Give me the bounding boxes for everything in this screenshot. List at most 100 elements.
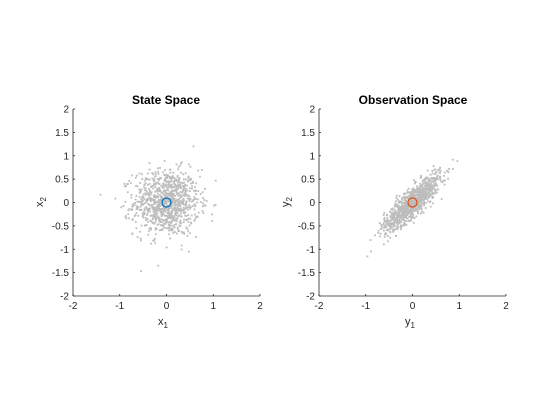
scatter-point: [188, 224, 191, 227]
scatter-point: [154, 221, 157, 224]
scatter-point: [406, 210, 409, 213]
scatter-point: [164, 223, 167, 225]
scatter-point: [427, 188, 430, 191]
scatter-point: [186, 206, 189, 209]
scatter-point: [190, 178, 193, 180]
scatter-point: [391, 229, 394, 231]
scatter-point: [163, 193, 166, 196]
x-tick-label: -1: [361, 301, 370, 312]
scatter-point: [167, 211, 170, 214]
scatter-point: [191, 187, 193, 190]
scatter-point: [427, 186, 430, 189]
scatter-point: [400, 220, 403, 223]
scatter-point: [148, 192, 151, 195]
scatter-point: [183, 185, 186, 188]
scatter-point: [418, 204, 421, 207]
scatter-point: [439, 166, 441, 169]
scatter-point: [162, 182, 165, 185]
scatter-point: [160, 224, 163, 227]
scatter-point: [435, 183, 438, 186]
scatter-point: [398, 195, 401, 197]
scatter-point: [403, 193, 405, 196]
scatter-point: [399, 215, 402, 218]
scatter-point: [164, 220, 167, 222]
scatter-point: [415, 191, 418, 194]
scatter-point: [153, 199, 156, 202]
scatter-point: [170, 191, 173, 193]
scatter-point: [138, 188, 141, 191]
scatter-point: [398, 215, 401, 218]
scatter-point: [404, 203, 407, 206]
scatter-point: [194, 204, 197, 206]
scatter-point: [159, 202, 162, 205]
scatter-point: [156, 190, 159, 193]
scatter-point: [427, 182, 430, 184]
scatter-point: [135, 211, 138, 214]
scatter-point: [175, 192, 178, 195]
scatter-point: [399, 210, 402, 213]
scatter-point: [161, 211, 163, 214]
scatter-point: [175, 212, 178, 215]
scatter-point: [391, 213, 393, 216]
scatter-point: [416, 199, 419, 201]
scatter-point: [396, 206, 399, 209]
scatter-point: [429, 189, 432, 191]
scatter-point: [448, 168, 451, 170]
scatter-point: [172, 218, 175, 221]
scatter-point: [422, 182, 425, 185]
scatter-point: [433, 182, 436, 185]
scatter-point: [179, 194, 182, 196]
scatter-point: [378, 235, 381, 238]
scatter-point: [411, 203, 414, 205]
scatter-point: [433, 178, 435, 181]
scatter-point: [402, 196, 405, 199]
scatter-point: [382, 214, 385, 216]
x-tick-label: 2: [257, 301, 263, 312]
scatter-point: [167, 175, 169, 178]
scatter-point: [414, 180, 417, 183]
scatter-point: [160, 215, 163, 217]
scatter-point: [164, 190, 167, 192]
y-tick-label: 0: [309, 198, 315, 209]
y-tick-label: 2: [309, 105, 315, 116]
scatter-point: [421, 187, 424, 190]
scatter-point: [147, 221, 149, 223]
scatter-point: [131, 205, 134, 208]
scatter-point: [160, 198, 163, 200]
scatter-point: [186, 208, 189, 211]
scatter-point: [387, 235, 389, 237]
scatter-point: [190, 182, 192, 185]
scatter-point: [411, 204, 414, 207]
scatter-point: [176, 212, 179, 214]
scatter-point: [441, 181, 444, 184]
scatter-point: [409, 199, 412, 201]
scatter-point: [429, 193, 432, 195]
scatter-point: [182, 197, 185, 200]
scatter-point: [153, 202, 156, 205]
scatter-point: [422, 193, 425, 195]
scatter-point: [434, 182, 437, 185]
scatter-point: [145, 178, 147, 181]
scatter-point: [158, 186, 161, 189]
scatter-point: [157, 181, 160, 184]
scatter-point: [438, 171, 441, 174]
scatter-point: [396, 198, 399, 201]
scatter-point: [147, 197, 150, 200]
scatter-point: [417, 189, 420, 191]
scatter-point: [159, 205, 161, 208]
scatter-point: [392, 226, 394, 229]
scatter-point: [149, 196, 152, 199]
scatter-point: [152, 218, 154, 221]
scatter-point: [396, 215, 398, 218]
scatter-point: [408, 195, 411, 198]
scatter-point: [153, 239, 156, 242]
scatter-point: [143, 179, 146, 182]
scatter-point: [432, 202, 434, 205]
scatter-point: [392, 214, 395, 217]
scatter-point: [163, 209, 165, 212]
scatter-point: [120, 206, 123, 209]
scatter-point: [144, 224, 147, 227]
scatter-point: [397, 204, 400, 207]
scatter-point: [170, 192, 173, 194]
scatter-point: [160, 209, 163, 212]
